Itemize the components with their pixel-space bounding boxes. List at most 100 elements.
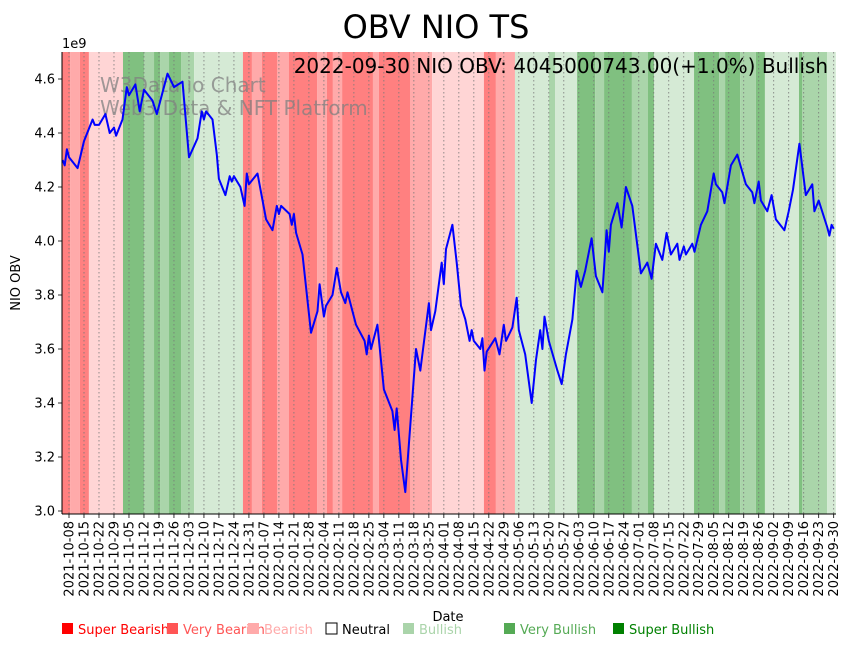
x-tick-label: 2022-03-04 (377, 521, 392, 597)
sentiment-band (719, 52, 726, 514)
x-tick-label: 2021-10-29 (107, 521, 122, 597)
x-tick-label: 2022-05-20 (542, 521, 557, 597)
sentiment-band (725, 52, 741, 514)
x-tick-label: 2022-09-16 (797, 521, 812, 597)
x-gridlines (68, 52, 835, 514)
x-tick-label: 2022-05-13 (527, 521, 542, 597)
sentiment-band (647, 52, 654, 514)
x-tick-label: 2022-06-17 (602, 521, 617, 597)
sentiment-band (332, 52, 343, 514)
sentiment-band (555, 52, 578, 514)
sentiment-band (261, 52, 277, 514)
obv-series-line (61, 72, 835, 494)
sentiment-band (288, 52, 318, 514)
x-tick-label: 2022-04-01 (437, 521, 452, 597)
sentiment-band (88, 52, 123, 514)
sentiment-band (242, 52, 252, 514)
y-tick-label: 4.4 (34, 127, 55, 142)
x-tick-label: 2022-06-10 (587, 521, 602, 597)
sentiment-band (317, 52, 327, 514)
x-tick-label: 2022-09-23 (812, 521, 827, 597)
sentiment-band (740, 52, 756, 514)
sentiment-band (549, 52, 556, 514)
x-tick-label: 2021-12-31 (242, 521, 257, 597)
x-tick-label: 2022-02-11 (332, 521, 347, 597)
x-tick-label: 2022-07-08 (647, 521, 662, 597)
x-tick-label: 2022-01-07 (257, 521, 272, 597)
sentiment-band (154, 52, 161, 514)
x-tick-label: 2022-05-06 (512, 521, 527, 597)
x-tick-label: 2021-11-05 (122, 521, 137, 597)
x-tick-label: 2022-06-24 (617, 521, 632, 597)
x-tick-label: 2022-06-03 (572, 521, 587, 597)
x-tick-label: 2022-07-15 (662, 521, 677, 597)
sentiment-band (181, 52, 195, 514)
sentiment-band (801, 52, 828, 514)
latest-value-annotation: 2022-09-30 NIO OBV: 4045000743.00(+1.0%)… (294, 54, 828, 78)
x-axis-label: Date (432, 610, 463, 625)
y-tick-label: 3.0 (34, 505, 55, 520)
x-tick-label: 2021-10-08 (63, 521, 78, 597)
y-tick-label: 4.0 (34, 235, 55, 250)
watermark-line-2: Web3 Data & NFT Platform (100, 96, 368, 120)
sentiment-band (798, 52, 802, 514)
y-tick-label: 3.4 (34, 397, 55, 412)
sentiment-band (276, 52, 289, 514)
legend-label: Very Bullish (520, 623, 596, 638)
x-tick-label: 2022-02-18 (347, 521, 362, 597)
legend-label: Neutral (342, 623, 390, 638)
sentiment-band (604, 52, 632, 514)
x-tick-label: 2022-09-09 (782, 521, 797, 597)
x-tick-label: 2022-09-02 (767, 521, 782, 597)
sentiment-band (62, 52, 71, 514)
x-tick-label: 2022-04-29 (497, 521, 512, 597)
x-tick-label: 2022-04-08 (452, 521, 467, 597)
legend-swatch (248, 623, 259, 634)
x-tick-label: 2022-01-21 (287, 521, 302, 597)
legend-swatch (62, 623, 73, 634)
legend-swatch (403, 623, 414, 634)
sentiment-band (70, 52, 80, 514)
x-tick-label: 2022-07-22 (677, 521, 692, 597)
legend-swatch (613, 623, 624, 634)
y-tick-label: 3.6 (34, 343, 55, 358)
sentiment-band (577, 52, 596, 514)
x-tick-label: 2021-12-24 (227, 521, 242, 597)
sentiment-band (483, 52, 496, 514)
x-tick-label: 2022-07-29 (692, 521, 707, 597)
x-tick-label: 2021-11-19 (152, 521, 167, 597)
x-tick-label: 2022-03-25 (422, 521, 437, 597)
x-tick-label: 2021-12-03 (182, 521, 197, 597)
axes: 2021-10-08 2021-10-15 2021-10-22 2021-10-29… (34, 52, 842, 597)
legend-label: Super Bearish (78, 623, 169, 638)
sentiment-band (122, 52, 144, 514)
x-tick-label: 2022-01-28 (302, 521, 317, 597)
sentiment-bands (62, 52, 836, 514)
sentiment-band (514, 52, 550, 514)
sentiment-band (79, 52, 89, 514)
x-tick-label: 2021-12-10 (197, 521, 212, 597)
sentiment-band (495, 52, 515, 514)
x-tick-label: 2022-01-14 (272, 521, 287, 597)
chart-title: OBV NIO TS (343, 8, 530, 46)
legend: Super Bearish Very Bearish Bearish Neutral B… (62, 622, 714, 638)
sentiment-band (143, 52, 155, 514)
x-tick-label: 2022-02-25 (362, 521, 377, 597)
sentiment-band (194, 52, 243, 514)
sentiment-band (251, 52, 262, 514)
sentiment-band (755, 52, 765, 514)
x-tick-label: 2022-03-18 (407, 521, 422, 597)
sentiment-band (653, 52, 695, 514)
sentiment-band (372, 52, 379, 514)
legend-swatch (325, 622, 338, 635)
x-tick-label: 2022-08-05 (707, 521, 722, 597)
x-tick-label: 2021-11-26 (167, 521, 182, 597)
y-tick-label: 3.2 (34, 451, 55, 466)
x-tick-label: 2022-04-22 (482, 521, 497, 597)
x-tick-label: 2022-02-04 (317, 521, 332, 597)
x-tick-label: 2022-04-15 (467, 521, 482, 597)
x-tick-label: 2021-12-17 (212, 521, 227, 597)
x-tick-label: 2021-10-15 (77, 521, 92, 597)
sentiment-band (764, 52, 799, 514)
